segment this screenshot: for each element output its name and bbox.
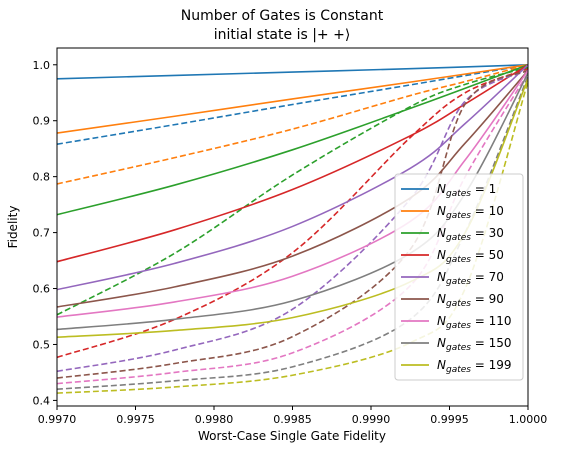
y-axis-label: Fidelity bbox=[6, 206, 20, 249]
chart-subtitle: initial state is |+ +⟩ bbox=[214, 27, 351, 43]
legend-entry: Ngates = 110 bbox=[437, 314, 512, 331]
legend-entry: Ngates = 199 bbox=[437, 358, 512, 375]
x-tick-label: 0.9970 bbox=[38, 413, 77, 426]
legend-box bbox=[394, 173, 524, 381]
series-line-8 bbox=[57, 67, 528, 359]
series-line-2 bbox=[57, 63, 528, 145]
series-line-4 bbox=[57, 64, 528, 185]
series-line-9 bbox=[57, 64, 528, 291]
x-tick-label: 0.9995 bbox=[430, 413, 469, 426]
y-tick-label: 0.6 bbox=[33, 283, 51, 296]
y-axis-ticks: 0.4 0.5 0.6 0.7 0.8 0.9 1.0 bbox=[33, 59, 57, 407]
y-tick-label: 0.8 bbox=[33, 171, 51, 184]
series-line-3 bbox=[57, 63, 528, 134]
series-line-5 bbox=[57, 64, 528, 216]
y-tick-label: 0.9 bbox=[33, 115, 51, 128]
x-tick-label: 1.0000 bbox=[509, 413, 548, 426]
x-tick-label: 0.9975 bbox=[116, 413, 155, 426]
legend-entry: Ngates = 30 bbox=[437, 226, 504, 243]
legend-entry: Ngates = 150 bbox=[437, 336, 512, 353]
series-layer bbox=[57, 63, 528, 394]
y-tick-label: 1.0 bbox=[33, 59, 51, 72]
x-tick-label: 0.9990 bbox=[352, 413, 391, 426]
series-line-11 bbox=[57, 69, 528, 308]
x-tick-label: 0.9980 bbox=[195, 413, 234, 426]
series-line-14 bbox=[57, 72, 528, 385]
series-line-16 bbox=[57, 75, 528, 391]
legend: Ngates = 1 Ngates = 10 Ngates = 30 Ngates =… bbox=[394, 173, 524, 381]
series-line-6 bbox=[57, 66, 528, 316]
series-line-10 bbox=[57, 69, 528, 373]
y-tick-label: 0.5 bbox=[33, 338, 51, 351]
legend-entry: Ngates = 1 bbox=[437, 182, 496, 199]
x-tick-label: 0.9985 bbox=[273, 413, 312, 426]
y-tick-label: 0.4 bbox=[33, 394, 51, 407]
x-axis-label: Worst-Case Single Gate Fidelity bbox=[198, 429, 386, 443]
series-line-1 bbox=[57, 63, 528, 80]
y-tick-label: 0.7 bbox=[33, 227, 51, 240]
legend-entry: Ngates = 90 bbox=[437, 292, 504, 309]
legend-entry: Ngates = 70 bbox=[437, 270, 504, 287]
x-axis-ticks: 0.9970 0.9975 0.9980 0.9985 0.9990 0.9995 1.00… bbox=[38, 406, 548, 426]
legend-entry: Ngates = 10 bbox=[437, 204, 504, 221]
legend-entry: Ngates = 50 bbox=[437, 248, 504, 265]
series-line-13 bbox=[57, 69, 528, 318]
chart-title: Number of Gates is Constant bbox=[181, 8, 384, 24]
